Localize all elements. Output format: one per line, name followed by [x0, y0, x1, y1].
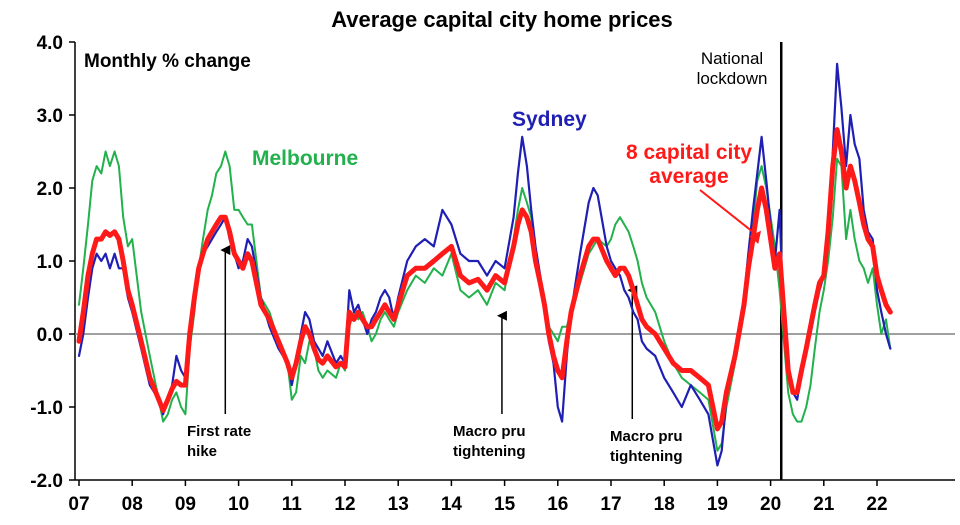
series-line-8-capital-city-average: [76, 127, 893, 432]
y-tick-label: -1.0: [30, 398, 63, 419]
y-tick-label: 1.0: [37, 252, 63, 273]
series-labels: Melbourne Sydney 8 capital city average: [252, 108, 762, 244]
average-label-pointer: [699, 189, 762, 244]
annotation-label: Macro pru tightening: [610, 428, 683, 465]
y-tick-label: -2.0: [30, 471, 63, 492]
annotations: First rate hike Macro pru tightening Macro p…: [187, 42, 783, 480]
series-line-melbourne: [78, 150, 892, 452]
x-tick-label: 13: [388, 494, 409, 515]
x-tick-label: 18: [654, 494, 675, 515]
x-tick-label: 19: [707, 494, 728, 515]
y-tick-label: 3.0: [37, 106, 63, 127]
series-label: Melbourne: [252, 147, 358, 170]
x-tick-label: 14: [441, 494, 463, 515]
x-tick-label: 17: [600, 494, 621, 515]
x-tick-label: 10: [228, 494, 249, 515]
x-tick-label: 22: [866, 494, 887, 515]
annotation-label: First rate hike: [187, 423, 251, 460]
x-tick-label: 08: [122, 494, 143, 515]
chart-title: Average capital city home prices: [331, 7, 673, 32]
x-tick-label: 21: [813, 494, 835, 515]
x-tick-label: 16: [547, 494, 568, 515]
x-tick-label: 15: [494, 494, 516, 515]
series-lines: [76, 62, 893, 467]
x-tick-label: 07: [68, 494, 89, 515]
y-tick-label: 4.0: [37, 33, 63, 54]
x-tick-label: 20: [760, 494, 781, 515]
x-tick-label: 12: [334, 494, 355, 515]
series-label: 8 capital city average: [626, 141, 752, 188]
y-tick-label: 0.0: [37, 325, 63, 346]
y-tick-label: 2.0: [37, 179, 63, 200]
x-tick-label: 11: [282, 494, 303, 515]
chart-subtitle: Monthly % change: [84, 51, 251, 72]
series-label: Sydney: [512, 108, 587, 131]
x-tick-label: 09: [175, 494, 196, 515]
annotation-label: Macro pru tightening: [453, 423, 526, 460]
annotation-label: National lockdown: [697, 49, 768, 88]
axes: 4.0 3.0 2.0 1.0 0.0 -1.0 -2.007 08 09 10 11 12 13 14 1…: [30, 33, 955, 515]
